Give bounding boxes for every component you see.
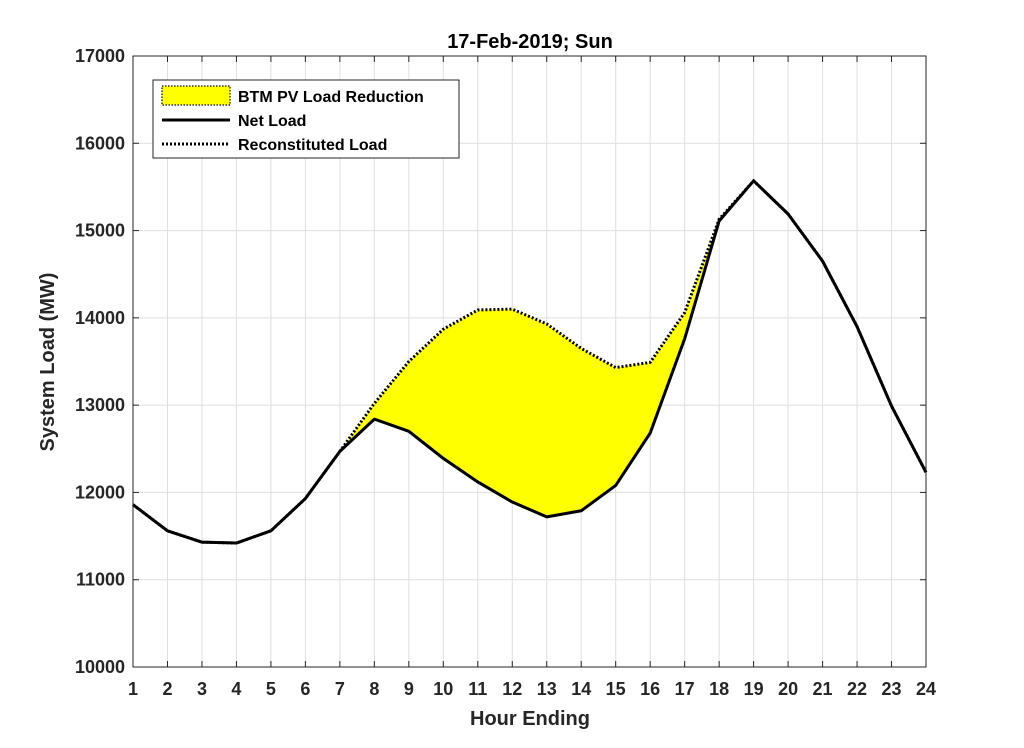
legend-label-reconstituted-load: Reconstituted Load (238, 137, 387, 154)
y-tick-label: 12000 (75, 482, 125, 502)
y-tick-label: 11000 (76, 570, 125, 590)
x-tick-label: 9 (404, 679, 414, 699)
x-tick-label: 22 (847, 679, 867, 699)
x-tick-label: 18 (709, 679, 729, 699)
legend: BTM PV Load Reduction Net Load Reconstit… (152, 79, 460, 159)
x-tick-label: 21 (813, 679, 833, 699)
x-tick-label: 7 (335, 679, 345, 699)
x-tick-label: 11 (468, 679, 487, 699)
x-axis-ticks: 1 2 3 4 5 6 7 8 9 10 11 12 13 14 15 16 17 18 19 20 21 22 23 24 (128, 56, 936, 699)
y-tick-label: 16000 (75, 133, 125, 153)
y-tick-label: 15000 (75, 221, 125, 241)
x-tick-label: 1 (128, 679, 138, 699)
x-tick-label: 24 (916, 679, 936, 699)
y-tick-label: 14000 (75, 308, 125, 328)
x-tick-label: 12 (502, 679, 522, 699)
x-tick-label: 19 (744, 679, 764, 699)
x-tick-label: 14 (571, 679, 591, 699)
y-axis-label: System Load (MW) (37, 273, 59, 452)
series-layer (132, 178, 928, 545)
legend-label-fill: BTM PV Load Reduction (238, 89, 424, 106)
pv-load-reduction-area (133, 180, 926, 544)
y-axis-ticks: 10000 11000 12000 13000 14000 15000 16000 17000 (75, 46, 926, 677)
x-tick-label: 17 (675, 679, 695, 699)
x-tick-label: 20 (778, 679, 798, 699)
x-tick-label: 2 (162, 679, 172, 699)
fill-layer (133, 180, 926, 544)
x-tick-label: 13 (537, 679, 557, 699)
x-tick-label: 5 (266, 679, 276, 699)
x-tick-label: 6 (300, 679, 310, 699)
y-tick-label: 13000 (75, 395, 125, 415)
chart-title: 17-Feb-2019; Sun (447, 31, 613, 53)
legend-swatch-fill (161, 85, 231, 106)
x-tick-label: 10 (433, 679, 453, 699)
legend-label-net-load: Net Load (238, 113, 306, 130)
x-tick-label: 16 (640, 679, 660, 699)
x-tick-label: 15 (606, 679, 626, 699)
y-tick-label: 10000 (75, 657, 125, 677)
x-axis-label: Hour Ending (470, 708, 590, 730)
x-tick-label: 23 (882, 679, 902, 699)
x-tick-label: 3 (197, 679, 207, 699)
x-tick-label: 8 (369, 679, 379, 699)
plot-area-border (132, 55, 927, 668)
x-tick-label: 4 (231, 679, 241, 699)
net-load-line (132, 179, 928, 545)
y-tick-label: 17000 (75, 46, 125, 66)
